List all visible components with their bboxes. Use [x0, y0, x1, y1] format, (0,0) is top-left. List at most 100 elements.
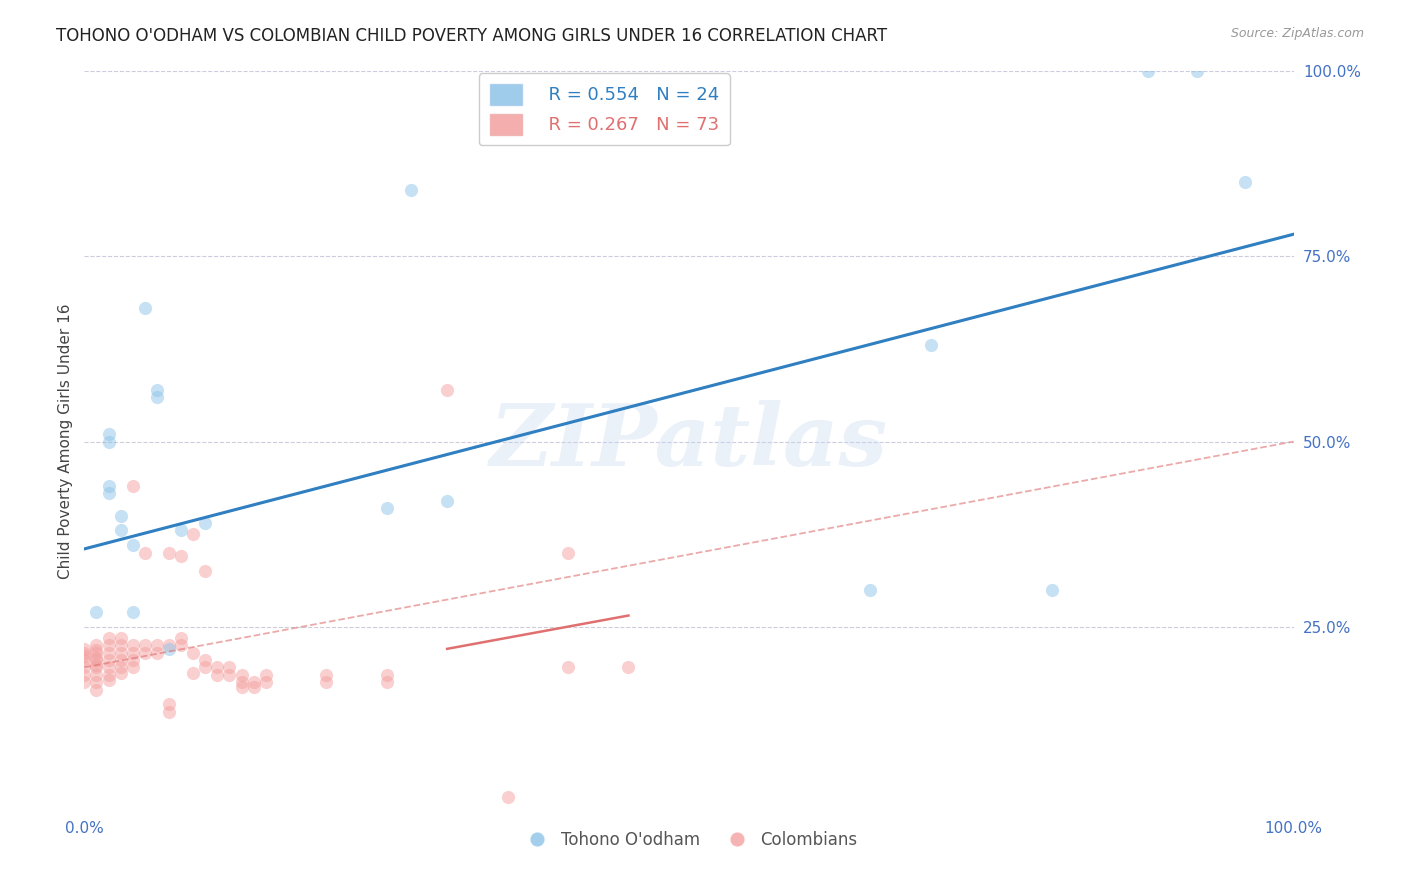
- Point: [86, 605, 108, 619]
- Point: [1185, 64, 1208, 78]
- Point: [194, 653, 217, 667]
- Point: [218, 660, 240, 674]
- Point: [315, 675, 337, 690]
- Point: [146, 390, 169, 404]
- Point: [86, 646, 108, 660]
- Point: [194, 516, 217, 530]
- Point: [436, 493, 458, 508]
- Point: [134, 546, 156, 560]
- Point: [121, 479, 143, 493]
- Point: [157, 705, 180, 719]
- Point: [97, 673, 120, 687]
- Point: [181, 646, 204, 660]
- Point: [121, 638, 143, 652]
- Point: [1137, 64, 1160, 78]
- Point: [86, 643, 108, 657]
- Text: TOHONO O'ODHAM VS COLOMBIAN CHILD POVERTY AMONG GIRLS UNDER 16 CORRELATION CHART: TOHONO O'ODHAM VS COLOMBIAN CHILD POVERT…: [56, 27, 887, 45]
- Point: [254, 667, 277, 681]
- Point: [97, 638, 120, 652]
- Point: [375, 667, 398, 681]
- Point: [121, 646, 143, 660]
- Point: [73, 649, 96, 664]
- Point: [617, 660, 640, 674]
- Point: [86, 682, 108, 697]
- Point: [157, 638, 180, 652]
- Point: [231, 681, 253, 695]
- Point: [134, 638, 156, 652]
- Point: [194, 564, 217, 578]
- Point: [146, 638, 169, 652]
- Point: [231, 667, 253, 681]
- Point: [110, 646, 132, 660]
- Point: [110, 631, 132, 645]
- Point: [157, 546, 180, 560]
- Point: [97, 479, 120, 493]
- Point: [110, 638, 132, 652]
- Text: Source: ZipAtlas.com: Source: ZipAtlas.com: [1230, 27, 1364, 40]
- Point: [86, 638, 108, 652]
- Point: [134, 646, 156, 660]
- Point: [110, 665, 132, 680]
- Point: [170, 524, 193, 538]
- Point: [86, 675, 108, 690]
- Point: [110, 660, 132, 674]
- Point: [97, 631, 120, 645]
- Point: [73, 675, 96, 690]
- Point: [73, 667, 96, 681]
- Point: [181, 665, 204, 680]
- Point: [170, 549, 193, 564]
- Point: [73, 641, 96, 656]
- Point: [97, 646, 120, 660]
- Point: [86, 660, 108, 674]
- Point: [315, 667, 337, 681]
- Point: [436, 383, 458, 397]
- Point: [181, 527, 204, 541]
- Point: [231, 675, 253, 690]
- Point: [242, 681, 264, 695]
- Point: [97, 434, 120, 449]
- Point: [121, 538, 143, 552]
- Point: [86, 667, 108, 681]
- Point: [146, 646, 169, 660]
- Point: [86, 650, 108, 665]
- Point: [242, 675, 264, 690]
- Point: [97, 486, 120, 500]
- Point: [218, 667, 240, 681]
- Point: [121, 660, 143, 674]
- Point: [121, 605, 143, 619]
- Point: [110, 653, 132, 667]
- Point: [157, 641, 180, 656]
- Point: [73, 660, 96, 674]
- Point: [121, 653, 143, 667]
- Point: [170, 631, 193, 645]
- Point: [207, 667, 229, 681]
- Point: [557, 546, 579, 560]
- Point: [97, 660, 120, 674]
- Point: [86, 653, 108, 667]
- Point: [1234, 175, 1257, 190]
- Point: [1040, 582, 1063, 597]
- Point: [170, 638, 193, 652]
- Point: [110, 508, 132, 523]
- Point: [557, 660, 579, 674]
- Point: [399, 183, 422, 197]
- Point: [254, 675, 277, 690]
- Point: [207, 660, 229, 674]
- Point: [194, 660, 217, 674]
- Y-axis label: Child Poverty Among Girls Under 16: Child Poverty Among Girls Under 16: [58, 304, 73, 579]
- Point: [859, 582, 882, 597]
- Point: [110, 524, 132, 538]
- Point: [496, 789, 519, 804]
- Point: [97, 667, 120, 681]
- Point: [86, 658, 108, 673]
- Point: [375, 675, 398, 690]
- Point: [375, 501, 398, 516]
- Point: [97, 427, 120, 442]
- Point: [146, 383, 169, 397]
- Point: [134, 301, 156, 316]
- Point: [157, 698, 180, 712]
- Point: [920, 338, 942, 352]
- Legend: Tohono O'odham, Colombians: Tohono O'odham, Colombians: [515, 824, 863, 855]
- Text: ZIPatlas: ZIPatlas: [489, 400, 889, 483]
- Point: [73, 646, 96, 660]
